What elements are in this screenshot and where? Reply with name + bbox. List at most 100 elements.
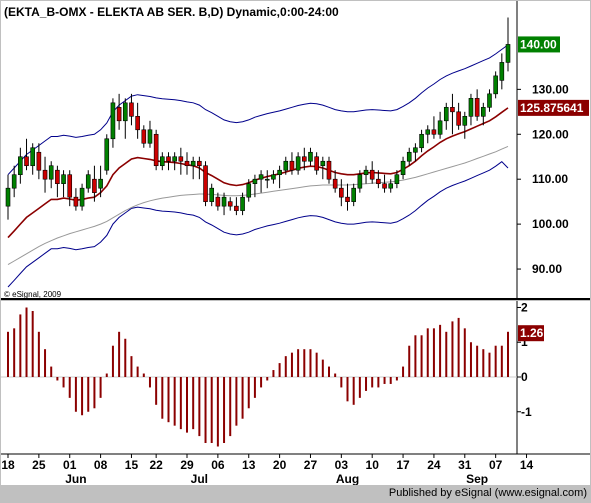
candle bbox=[48, 161, 54, 189]
indicator-tick-label: 2 bbox=[521, 300, 528, 314]
lower-band-line bbox=[7, 161, 509, 288]
candle bbox=[283, 156, 289, 175]
candle bbox=[369, 161, 375, 184]
candle bbox=[227, 197, 233, 211]
candle bbox=[73, 188, 79, 211]
candle bbox=[345, 183, 350, 211]
candle bbox=[85, 170, 91, 193]
candle bbox=[339, 179, 344, 207]
candle bbox=[116, 93, 122, 130]
candle bbox=[431, 116, 437, 139]
x-day-label: 07 bbox=[489, 458, 503, 472]
x-day-label: 08 bbox=[94, 458, 108, 472]
candle-body bbox=[431, 129, 437, 135]
candle bbox=[178, 147, 184, 175]
candle-body bbox=[493, 75, 498, 95]
candle-body bbox=[172, 156, 177, 162]
candle bbox=[67, 170, 73, 207]
candle-body bbox=[277, 169, 282, 176]
indicator-axis: 2 1 0 -1 1.26 bbox=[517, 300, 544, 419]
price-tick-label: 90.00 bbox=[532, 262, 562, 276]
candle-body bbox=[240, 196, 245, 211]
price-tick-label: 110.00 bbox=[532, 172, 568, 186]
candle-body bbox=[153, 133, 159, 167]
candle-body bbox=[363, 169, 369, 176]
candle-body bbox=[48, 165, 54, 180]
candle bbox=[326, 156, 332, 184]
candle bbox=[308, 147, 313, 166]
x-day-label: 27 bbox=[304, 458, 318, 472]
x-day-label: 13 bbox=[242, 458, 256, 472]
ma-value-box bbox=[518, 99, 589, 116]
candle bbox=[481, 102, 486, 126]
candle-body bbox=[209, 187, 215, 202]
candle bbox=[98, 165, 103, 198]
candle bbox=[456, 102, 461, 130]
price-axis: 90.00 100.00 110.00 120.00 130.00 140.00 125.8… bbox=[517, 36, 589, 276]
candle-body bbox=[190, 160, 196, 167]
candle-body bbox=[85, 174, 91, 189]
candle-body bbox=[67, 174, 73, 198]
candle bbox=[413, 143, 418, 162]
candle bbox=[166, 152, 171, 171]
candle-body bbox=[61, 174, 66, 184]
candle-body bbox=[234, 205, 239, 211]
candle-body bbox=[301, 156, 307, 162]
candle bbox=[79, 183, 85, 211]
candle bbox=[221, 192, 227, 216]
candle bbox=[351, 183, 356, 207]
candle bbox=[493, 71, 498, 99]
candle bbox=[314, 152, 319, 175]
candle-body bbox=[98, 178, 103, 189]
candle-body bbox=[166, 156, 171, 162]
candle bbox=[11, 165, 17, 198]
candle bbox=[295, 152, 301, 175]
candle-body bbox=[215, 196, 221, 207]
candle bbox=[443, 102, 449, 130]
candle-body bbox=[289, 160, 295, 171]
candle bbox=[147, 120, 153, 148]
indicator-tick-label: -1 bbox=[521, 405, 532, 419]
candle-body bbox=[443, 107, 449, 122]
candle-body bbox=[264, 178, 270, 181]
candle bbox=[264, 170, 270, 189]
candle-body bbox=[505, 44, 511, 63]
candle-body bbox=[357, 174, 363, 189]
x-day-label: 06 bbox=[211, 458, 225, 472]
candle bbox=[320, 156, 326, 180]
candle bbox=[246, 179, 252, 202]
x-day-label: 03 bbox=[335, 458, 349, 472]
x-day-label: 14 bbox=[520, 458, 534, 472]
candle-body bbox=[369, 169, 375, 180]
x-axis: 18 25 01 08 15 22 29 06 13 20 27 03 10 17 24 31 07 14 Jun J… bbox=[1, 454, 534, 486]
candle-body bbox=[499, 62, 505, 81]
candle-body bbox=[147, 129, 153, 144]
candle bbox=[30, 143, 35, 175]
candle-body bbox=[42, 169, 48, 180]
candle bbox=[277, 165, 282, 189]
candle bbox=[382, 174, 387, 193]
candle bbox=[357, 170, 363, 193]
candle-body bbox=[406, 151, 412, 162]
candle-body bbox=[5, 187, 11, 207]
ma-line bbox=[7, 107, 509, 239]
ma-value-label: 125.875641 bbox=[520, 101, 584, 115]
publisher-text: Published by eSignal (www.esignal.com) bbox=[388, 487, 587, 499]
candle bbox=[394, 170, 400, 189]
candle-body bbox=[178, 156, 184, 162]
candle-body bbox=[129, 102, 134, 117]
candle-body bbox=[221, 196, 227, 207]
candle bbox=[209, 183, 215, 207]
candle bbox=[400, 156, 406, 180]
x-axis-panel bbox=[1, 454, 590, 485]
candle bbox=[425, 125, 431, 144]
candle bbox=[252, 174, 258, 198]
candle bbox=[5, 174, 11, 220]
candle bbox=[153, 129, 159, 171]
footer-bar: Published by eSignal (www.esignal.com) bbox=[0, 485, 591, 503]
candle bbox=[55, 165, 60, 198]
candle-body bbox=[487, 93, 492, 108]
candle bbox=[18, 147, 23, 184]
candle-body bbox=[345, 196, 350, 202]
candle bbox=[406, 147, 412, 166]
